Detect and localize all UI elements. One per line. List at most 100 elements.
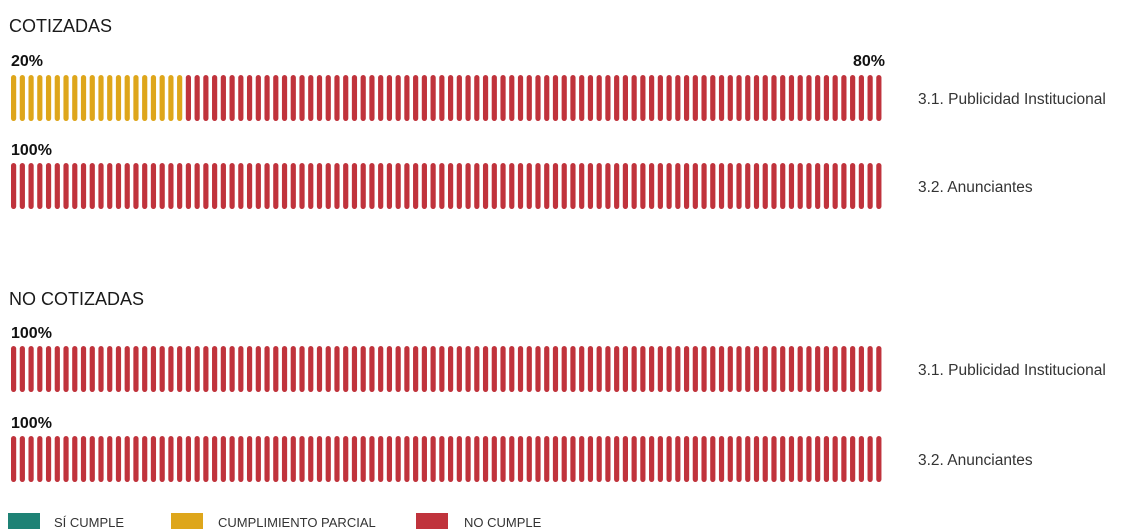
bar-stripe-no-cumple bbox=[482, 436, 489, 482]
bar-stripe-no-cumple bbox=[552, 436, 559, 482]
bar-stripe-no-cumple bbox=[474, 163, 480, 209]
bar-stripe-no-cumple bbox=[579, 436, 585, 482]
bar-stripe-no-cumple bbox=[815, 346, 821, 392]
bar-stripe-no-cumple bbox=[281, 436, 288, 482]
bar-stripe-no-cumple bbox=[413, 163, 419, 209]
bar-stripe-no-cumple bbox=[780, 75, 786, 121]
bar-stripe-no-cumple bbox=[552, 163, 559, 209]
bar-stripe-cumplimiento-parcial bbox=[98, 75, 104, 121]
bar-stripe-no-cumple bbox=[299, 436, 305, 482]
bar-stripe-no-cumple bbox=[570, 163, 576, 209]
bar-stripe-no-cumple bbox=[561, 75, 567, 121]
bar-stripe-no-cumple bbox=[107, 436, 113, 482]
bar-stripe-no-cumple bbox=[11, 346, 17, 392]
bar-stripe-no-cumple bbox=[45, 436, 52, 482]
bar-stripe-no-cumple bbox=[850, 163, 856, 209]
bar-stripe-no-cumple bbox=[124, 346, 130, 392]
bar-stripe-no-cumple bbox=[351, 436, 358, 482]
bar-stripe-no-cumple bbox=[692, 163, 698, 209]
bar-stripe-no-cumple bbox=[45, 346, 52, 392]
bar-stripe-cumplimiento-parcial bbox=[80, 75, 87, 121]
bar-stripe-no-cumple bbox=[500, 346, 506, 392]
bar-stripe-no-cumple bbox=[255, 346, 261, 392]
bar-stripe-no-cumple bbox=[369, 346, 375, 392]
bar-stripe-no-cumple bbox=[194, 436, 200, 482]
bar-stripe-no-cumple bbox=[220, 436, 226, 482]
bar-stripe-no-cumple bbox=[378, 346, 384, 392]
bar-stripe-cumplimiento-parcial bbox=[142, 75, 148, 121]
bar-stripe-no-cumple bbox=[308, 163, 314, 209]
bar-stripe-no-cumple bbox=[788, 346, 795, 392]
bar-stripe-no-cumple bbox=[98, 163, 104, 209]
bar-stripe-no-cumple bbox=[255, 75, 261, 121]
bar-stripe-no-cumple bbox=[718, 346, 725, 392]
bar-stripe-no-cumple bbox=[290, 436, 296, 482]
bar-stripe-no-cumple bbox=[281, 346, 288, 392]
bar-stripe-no-cumple bbox=[54, 346, 60, 392]
bar-stripe-no-cumple bbox=[745, 346, 751, 392]
bar-stripe-no-cumple bbox=[430, 436, 436, 482]
bar-stripe-no-cumple bbox=[596, 75, 602, 121]
bar-stripe-no-cumple bbox=[220, 346, 226, 392]
bar-stripe-no-cumple bbox=[780, 163, 786, 209]
bar-stripe-no-cumple bbox=[858, 75, 864, 121]
bar-stripe-no-cumple bbox=[238, 346, 244, 392]
bar-stripe-no-cumple bbox=[439, 436, 445, 482]
bar-stripe-no-cumple bbox=[753, 346, 760, 392]
bar-stripe-no-cumple bbox=[736, 346, 742, 392]
bar-stripe-no-cumple bbox=[517, 163, 524, 209]
bar-stripe-no-cumple bbox=[823, 75, 830, 121]
bar-stripe-no-cumple bbox=[832, 163, 838, 209]
bar-stripe-no-cumple bbox=[98, 436, 104, 482]
bar-stripe-no-cumple bbox=[325, 436, 331, 482]
bar-stripe-no-cumple bbox=[404, 346, 410, 392]
bar-stripe-no-cumple bbox=[255, 436, 261, 482]
bar-stripe-no-cumple bbox=[596, 346, 602, 392]
bar-stripe-no-cumple bbox=[421, 436, 427, 482]
bar-stripe-no-cumple bbox=[570, 346, 576, 392]
bar-stripe-no-cumple bbox=[858, 163, 864, 209]
bar-stripe-no-cumple bbox=[115, 163, 122, 209]
bar-stripe-no-cumple bbox=[823, 436, 830, 482]
bar-stripe-no-cumple bbox=[45, 163, 52, 209]
bar-stripe-no-cumple bbox=[544, 436, 550, 482]
bar-stripe-no-cumple bbox=[596, 163, 602, 209]
bar-stripe-no-cumple bbox=[238, 75, 244, 121]
bar-stripe-no-cumple bbox=[797, 163, 803, 209]
bar-stripe-no-cumple bbox=[72, 163, 78, 209]
bar-stripe-no-cumple bbox=[797, 436, 803, 482]
category-label: 3.2. Anunciantes bbox=[918, 179, 1033, 196]
bar-stripe-no-cumple bbox=[526, 346, 532, 392]
bar-stripe-no-cumple bbox=[115, 346, 122, 392]
bar-stripe-no-cumple bbox=[456, 75, 462, 121]
bar-stripe-no-cumple bbox=[413, 436, 419, 482]
bar-stripe-no-cumple bbox=[334, 75, 340, 121]
bar-stripe-no-cumple bbox=[212, 163, 218, 209]
bar-stripe-no-cumple bbox=[482, 346, 489, 392]
bar-stripe-no-cumple bbox=[194, 346, 200, 392]
bar-stripe-no-cumple bbox=[185, 436, 191, 482]
bar-stripe-no-cumple bbox=[683, 436, 690, 482]
bar-stripe-no-cumple bbox=[596, 436, 602, 482]
bar-stripe-no-cumple bbox=[413, 75, 419, 121]
bar-stripe-no-cumple bbox=[142, 346, 148, 392]
bar-stripe-no-cumple bbox=[369, 163, 375, 209]
bar-stripe-no-cumple bbox=[491, 436, 497, 482]
bar-stripe-no-cumple bbox=[683, 163, 690, 209]
bar-stripe-no-cumple bbox=[640, 163, 646, 209]
bar-stripe-no-cumple bbox=[465, 346, 471, 392]
bar-stripe-no-cumple bbox=[334, 436, 340, 482]
bar-stripe-no-cumple bbox=[561, 346, 567, 392]
bar-stripe-no-cumple bbox=[37, 346, 43, 392]
bar-stripe-cumplimiento-parcial bbox=[150, 75, 157, 121]
bar-stripe-no-cumple bbox=[683, 75, 690, 121]
bar-stripe-no-cumple bbox=[631, 346, 637, 392]
bar-stripe-no-cumple bbox=[570, 75, 576, 121]
bar-stripe-no-cumple bbox=[745, 163, 751, 209]
bar-stripe-no-cumple bbox=[185, 75, 191, 121]
bar-stripe-no-cumple bbox=[369, 75, 375, 121]
bar-stripe-no-cumple bbox=[823, 346, 830, 392]
bar-stripe-no-cumple bbox=[666, 436, 672, 482]
bar-stripe-no-cumple bbox=[867, 163, 873, 209]
bar-stripe-no-cumple bbox=[448, 163, 454, 209]
